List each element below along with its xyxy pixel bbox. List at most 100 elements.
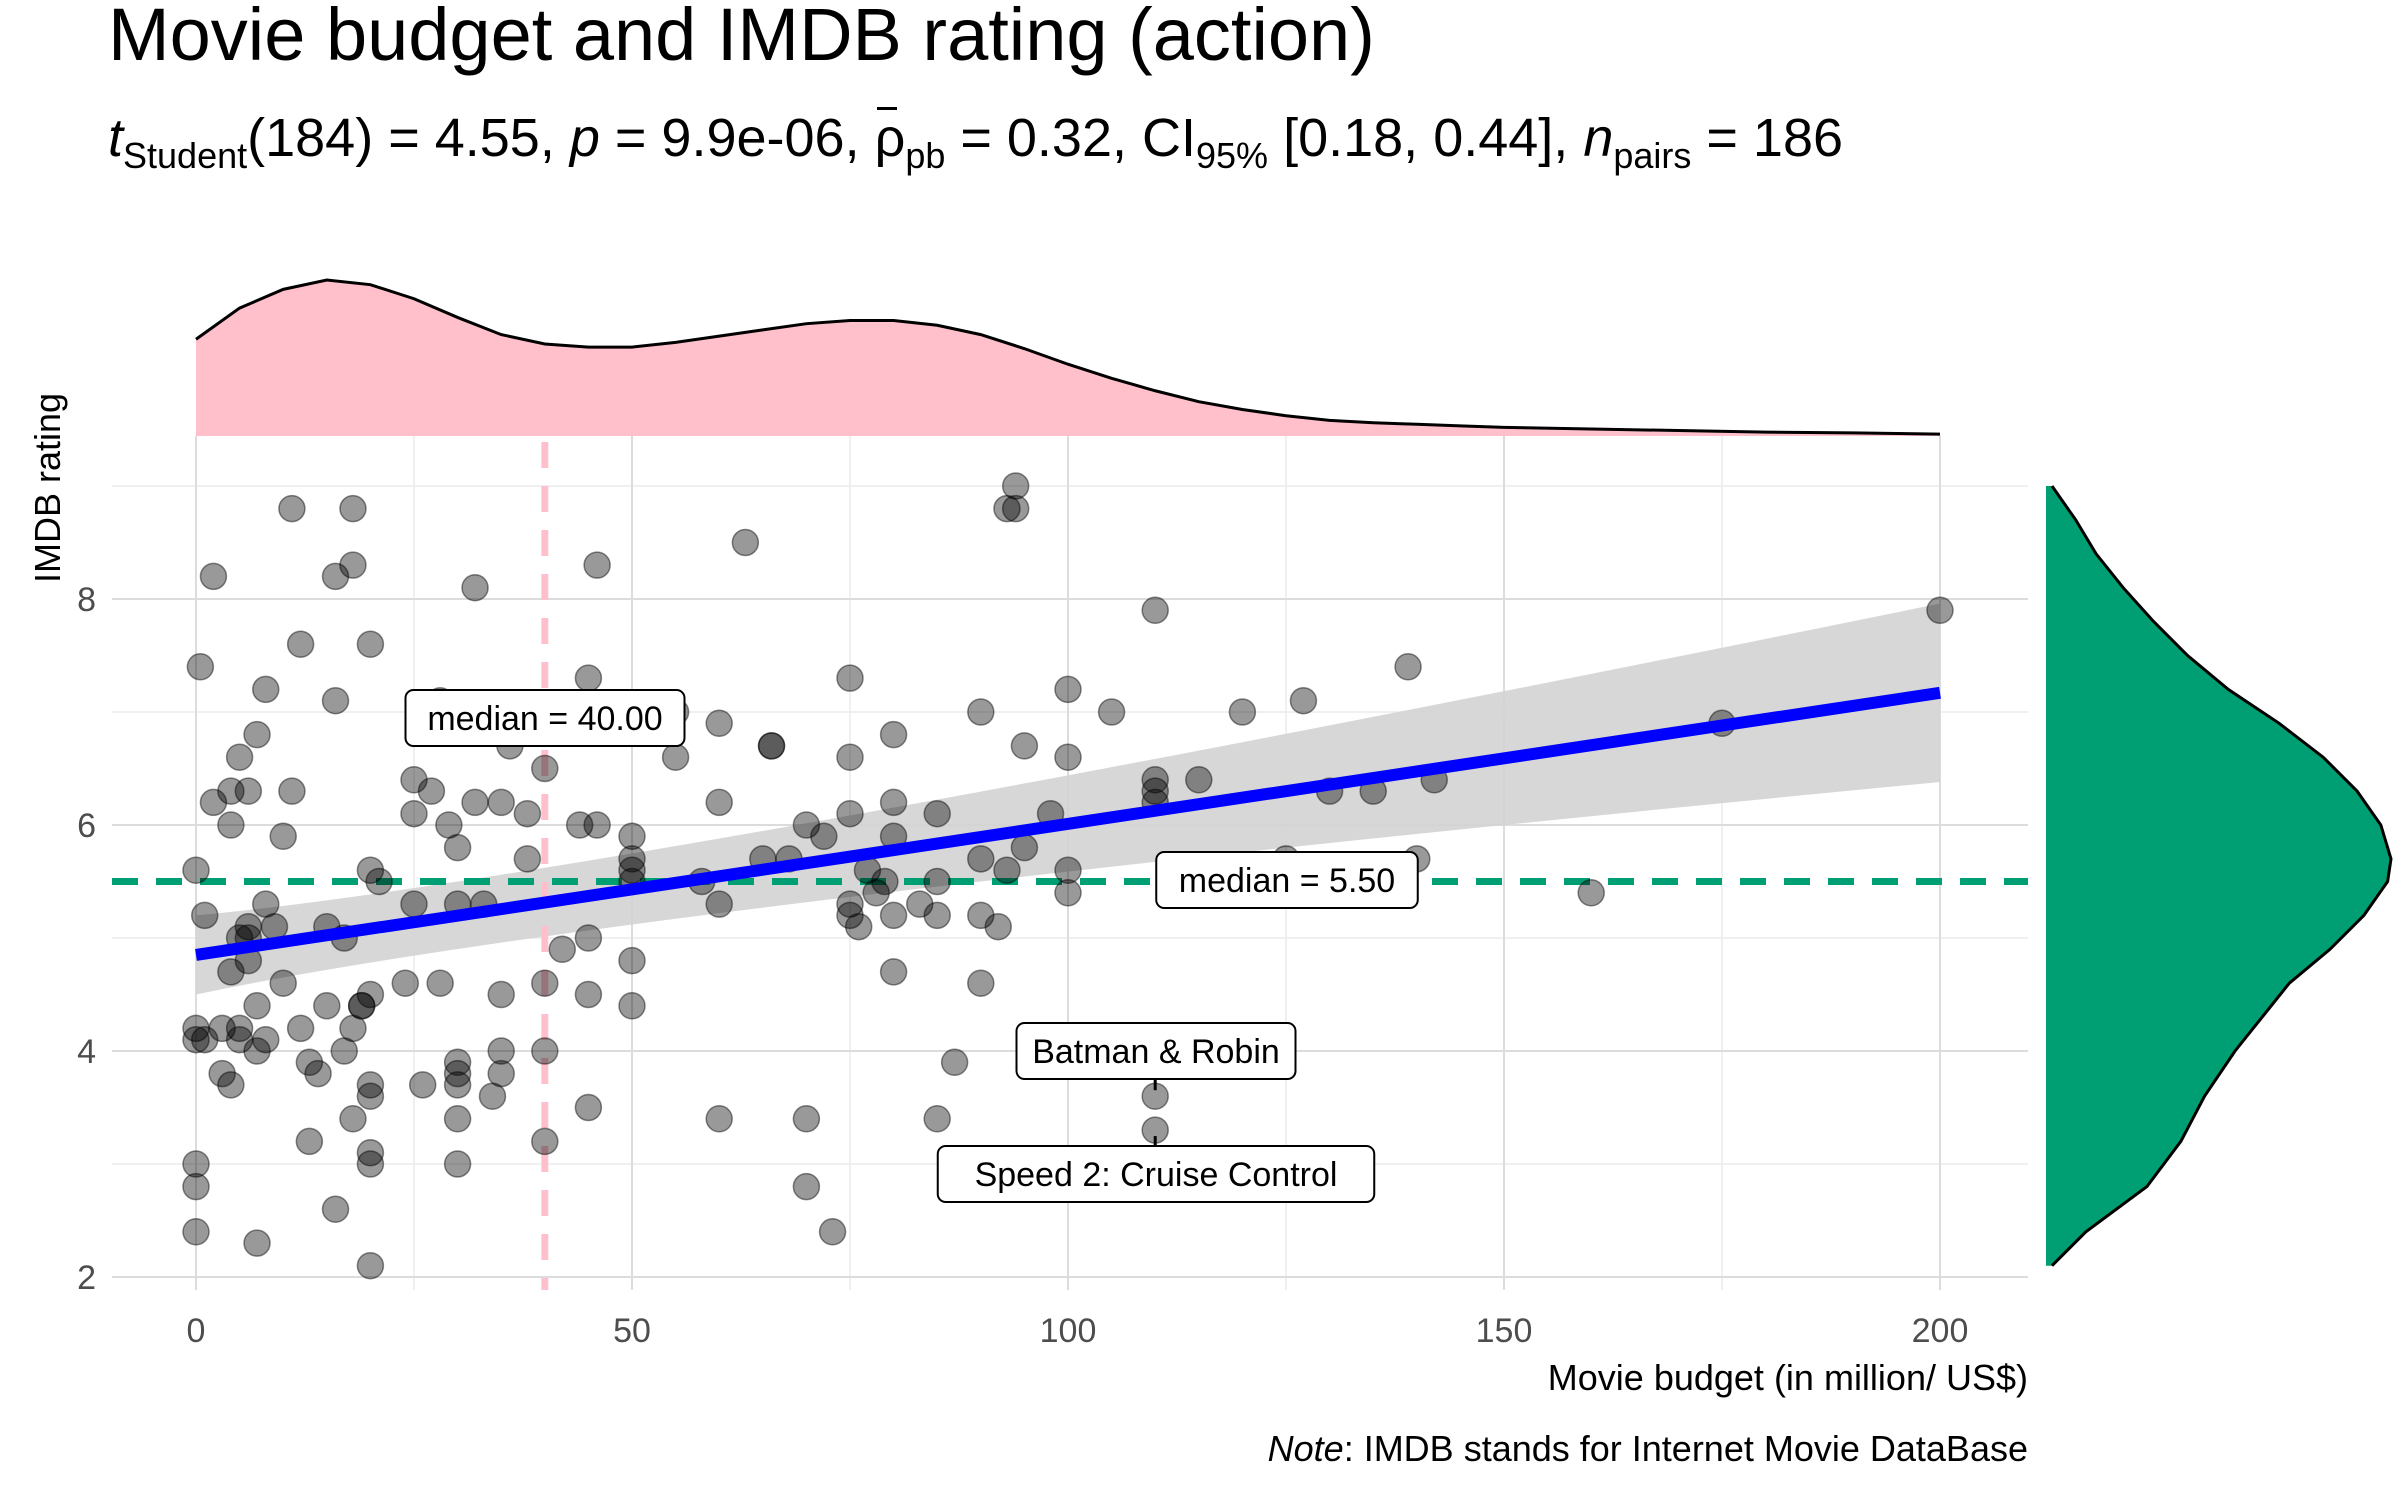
data-point [836,664,864,692]
data-point [347,992,376,1020]
data-point [879,958,908,986]
annotation-labels: median = 40.00 median = 5.50 Batman & Robi… [404,689,1419,1203]
data-point [1141,766,1169,794]
data-point [1926,596,1954,625]
x-tick-label: 50 [613,1312,651,1350]
data-point [1054,743,1082,771]
data-point [836,890,864,918]
data-point [583,551,611,579]
data-point [243,720,271,749]
data-point [810,822,838,851]
x-median-label-box [404,689,686,747]
data-point [531,1037,559,1065]
data-point [967,698,995,726]
data-point [225,1025,254,1054]
data-point [295,1048,324,1077]
data-point [1097,698,1126,726]
data-point [182,1218,210,1246]
data-point [217,811,245,839]
data-point [1141,596,1169,625]
data-point [321,562,350,591]
confidence-band-group [196,603,1940,995]
data-point [400,799,428,828]
x-axis-label: Movie budget (in million/ US$) [1548,1357,2028,1398]
data-point [513,799,542,828]
data-point [252,1025,280,1054]
data-point [286,630,315,658]
data-point [967,969,995,997]
data-point [1010,833,1039,862]
data-point [1289,686,1318,715]
data-point [792,811,821,839]
data-point [923,1105,951,1133]
data-point [618,992,646,1020]
subtitle-p-value: = 9.9e-06, [599,108,875,168]
data-point [618,845,646,873]
data-point [182,856,210,884]
data-point [269,969,297,997]
marginal-densities [195,278,2393,1267]
data-point [1394,653,1422,681]
data-point [1054,879,1082,907]
data-point [443,1048,472,1077]
data-point [186,653,215,681]
data-point [443,1059,472,1088]
data-point [443,833,472,862]
data-point [792,1172,821,1201]
subtitle-ci-value: [0.18, 0.44], [1268,108,1584,168]
subtitle-n-name: n [1583,108,1614,168]
data-point [269,822,297,851]
data-point [906,890,934,918]
data-point [443,1105,472,1133]
y-marginal-density [2046,486,2391,1266]
data-point [618,946,646,975]
data-point [234,777,263,805]
data-point [1185,766,1213,794]
data-point [217,1071,245,1099]
data-point [705,890,733,918]
data-point [661,743,690,771]
data-point [731,528,760,557]
data-point [548,935,576,964]
data-point [705,709,733,738]
y-tick-label: 8 [77,581,96,619]
subtitle-p-name: p [569,108,600,168]
data-point [757,732,786,760]
y-tick-label: 2 [77,1259,96,1297]
data-point [513,845,542,873]
data-point [243,992,271,1020]
data-point [182,1172,210,1201]
chart-title: Movie budget and IMDB rating (action) [108,0,1375,76]
data-point [565,811,594,839]
data-point [252,890,280,918]
data-point [993,856,1021,884]
data-point [487,980,515,1009]
subtitle-df: (184) = 4.55, [247,108,570,168]
data-point [313,992,341,1020]
data-point [967,845,995,873]
data-point [330,1037,358,1065]
y-axis-label: IMDB rating [27,393,68,583]
data-point [844,912,873,941]
data-point [356,1150,385,1178]
data-point [443,1071,472,1099]
x-tick-label: 100 [1040,1312,1097,1350]
data-point [574,1093,603,1122]
data-point [461,788,489,817]
data-point [339,494,367,523]
data-point [836,901,864,930]
data-point [365,867,393,896]
subtitle-effect-sub: pb [905,135,946,176]
data-point [321,686,350,715]
data-point [993,494,1021,523]
data-point [443,1150,472,1178]
subtitle-effect-name: ρ [874,107,906,168]
subtitle-n-value: = 186 [1691,108,1844,168]
x-marginal-density [196,280,1940,436]
subtitle-effect-value: = 0.32, CI [945,108,1197,168]
data-point [190,901,219,930]
y-median-label: median = 5.50 [1155,851,1419,909]
data-point [478,1082,507,1110]
data-point [391,969,420,997]
median-lines [112,442,2028,1290]
